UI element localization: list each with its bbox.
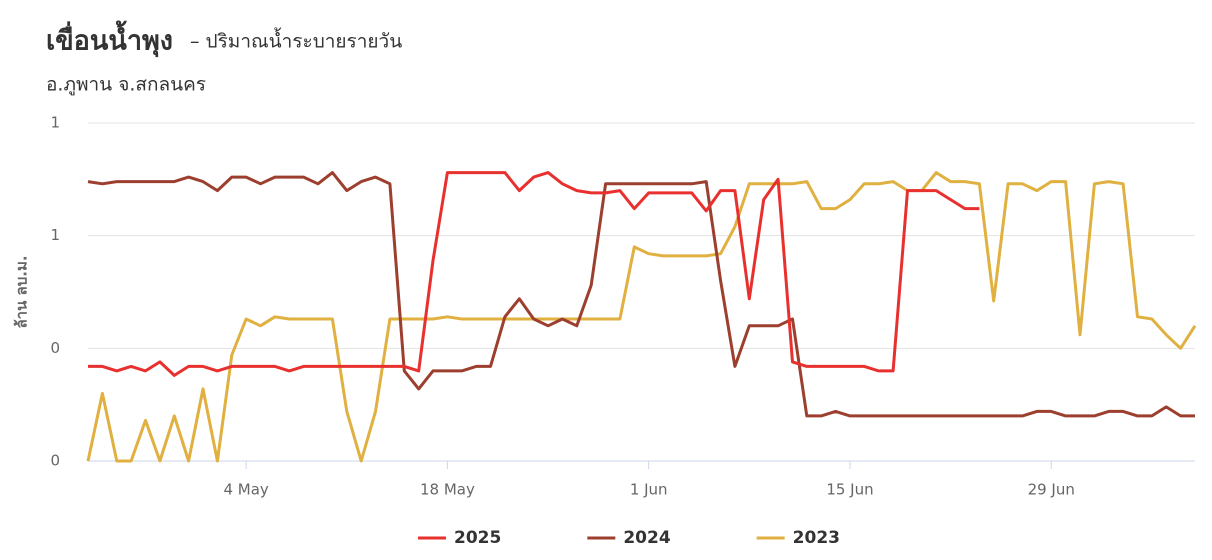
legend-label: 2023 <box>793 528 840 548</box>
series-line <box>87 171 1195 418</box>
y-tick-label: 1 <box>50 114 60 132</box>
y-tick-label: 0 <box>50 339 60 357</box>
chart-subtitle: อ.ภูพาน จ.สกลนคร <box>46 74 206 96</box>
y-axis-label: ล้าน ลบ.ม. <box>13 255 31 328</box>
series-line <box>86 171 1197 463</box>
x-tick-label: 18 May <box>420 481 475 499</box>
series-line <box>88 171 980 377</box>
legend-label: 2024 <box>623 528 670 548</box>
x-tick-label: 4 May <box>223 481 268 499</box>
x-tick-label: 1 Jun <box>630 481 668 499</box>
x-tick-label: 29 Jun <box>1028 481 1075 499</box>
y-tick-label: 1 <box>50 226 60 244</box>
chart-title-detail: – ปริมาณน้ำระบายรายวัน <box>190 28 402 53</box>
chart-title: เขื่อนน้ำพุง <box>46 20 173 58</box>
y-tick-label: 0 <box>50 452 60 470</box>
x-tick-label: 15 Jun <box>826 481 873 499</box>
legend-label: 2025 <box>454 528 501 548</box>
